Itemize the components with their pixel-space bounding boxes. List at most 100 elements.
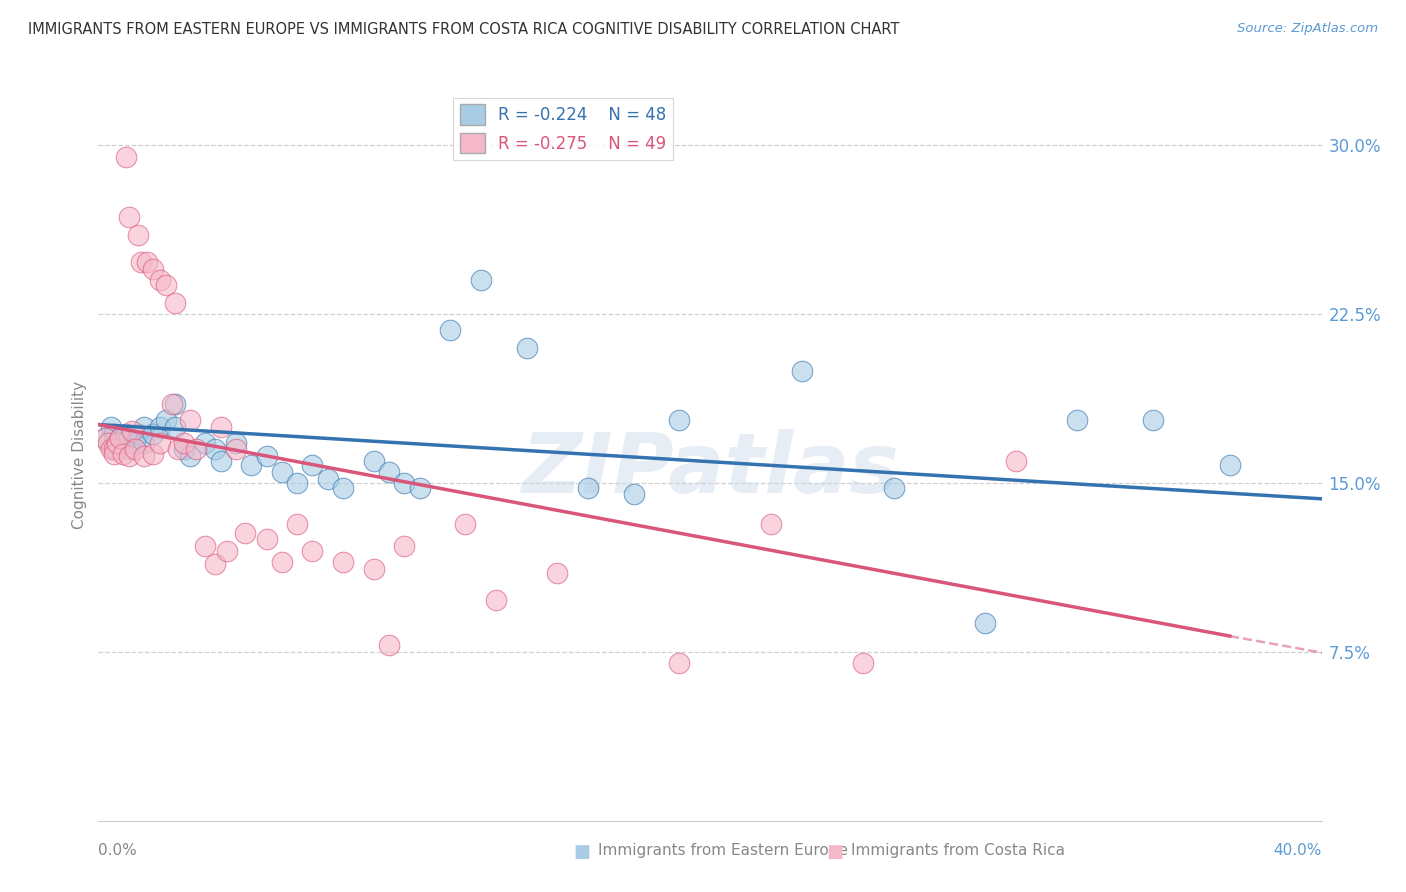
Point — [134, 449, 156, 463]
Text: IMMIGRANTS FROM EASTERN EUROPE VS IMMIGRANTS FROM COSTA RICA COGNITIVE DISABILIT: IMMIGRANTS FROM EASTERN EUROPE VS IMMIGR… — [28, 22, 900, 37]
Point — [623, 487, 645, 501]
Point — [149, 419, 172, 434]
Point — [392, 539, 416, 553]
Text: ■: ■ — [574, 843, 591, 861]
Point — [194, 539, 217, 553]
Point — [155, 413, 177, 427]
Point — [363, 561, 385, 575]
Point — [485, 593, 508, 607]
Point — [149, 273, 172, 287]
Point — [209, 419, 232, 434]
Point — [149, 435, 172, 450]
Point — [546, 566, 568, 580]
Point — [256, 533, 278, 547]
Text: Immigrants from Eastern Europe: Immigrants from Eastern Europe — [598, 843, 848, 858]
Point — [225, 435, 247, 450]
Text: ■: ■ — [827, 843, 844, 861]
Point — [439, 323, 461, 337]
Point — [124, 442, 146, 457]
Point — [852, 656, 875, 670]
Y-axis label: Cognitive Disability: Cognitive Disability — [72, 381, 87, 529]
Text: 0.0%: 0.0% — [98, 843, 138, 858]
Point — [121, 425, 143, 439]
Point — [378, 638, 401, 652]
Point — [186, 442, 208, 457]
Point — [134, 419, 156, 434]
Point — [118, 211, 141, 225]
Point — [1004, 453, 1026, 467]
Point — [127, 228, 149, 243]
Point — [108, 431, 131, 445]
Point — [118, 431, 141, 445]
Point — [883, 481, 905, 495]
Point — [576, 481, 599, 495]
Point — [136, 255, 159, 269]
Point — [103, 426, 125, 441]
Legend: R = -0.224    N = 48, R = -0.275    N = 49: R = -0.224 N = 48, R = -0.275 N = 49 — [453, 97, 673, 160]
Point — [124, 435, 146, 450]
Point — [225, 442, 247, 457]
Point — [115, 426, 138, 441]
Point — [142, 262, 165, 277]
Point — [240, 458, 263, 472]
Point — [155, 278, 177, 293]
Point — [392, 476, 416, 491]
Point — [332, 481, 354, 495]
Point — [378, 465, 401, 479]
Point — [270, 465, 292, 479]
Point — [668, 656, 690, 670]
Point — [1066, 413, 1088, 427]
Point — [134, 435, 156, 450]
Point — [163, 296, 186, 310]
Text: ZIPatlas: ZIPatlas — [522, 429, 898, 510]
Point — [974, 615, 997, 630]
Point — [1219, 458, 1241, 472]
Point — [209, 453, 232, 467]
Point — [105, 442, 128, 457]
Point — [363, 453, 385, 467]
Point — [111, 435, 134, 450]
Point — [111, 447, 134, 461]
Point — [256, 449, 278, 463]
Point — [470, 273, 492, 287]
Point — [204, 557, 226, 571]
Text: Immigrants from Costa Rica: Immigrants from Costa Rica — [851, 843, 1064, 858]
Point — [97, 435, 120, 450]
Point — [668, 413, 690, 427]
Point — [93, 431, 115, 445]
Point — [173, 435, 195, 450]
Point — [127, 426, 149, 441]
Point — [204, 442, 226, 457]
Point — [332, 555, 354, 569]
Point — [118, 442, 141, 457]
Point — [160, 397, 183, 411]
Point — [103, 442, 125, 457]
Point — [103, 435, 125, 450]
Point — [142, 447, 165, 461]
Point — [759, 516, 782, 531]
Point — [173, 442, 195, 457]
Text: Source: ZipAtlas.com: Source: ZipAtlas.com — [1237, 22, 1378, 36]
Point — [270, 555, 292, 569]
Point — [100, 442, 122, 457]
Point — [103, 447, 125, 461]
Point — [301, 458, 323, 472]
Point — [142, 426, 165, 441]
Point — [1142, 413, 1164, 427]
Point — [285, 516, 308, 531]
Point — [516, 341, 538, 355]
Point — [233, 525, 256, 540]
Point — [285, 476, 308, 491]
Point — [194, 435, 217, 450]
Point — [118, 449, 141, 463]
Text: 40.0%: 40.0% — [1274, 843, 1322, 858]
Point — [93, 431, 115, 445]
Point — [163, 419, 186, 434]
Point — [129, 255, 152, 269]
Point — [167, 442, 190, 457]
Point — [163, 397, 186, 411]
Point — [179, 413, 201, 427]
Point — [316, 471, 339, 485]
Point — [790, 363, 813, 377]
Point — [108, 431, 131, 445]
